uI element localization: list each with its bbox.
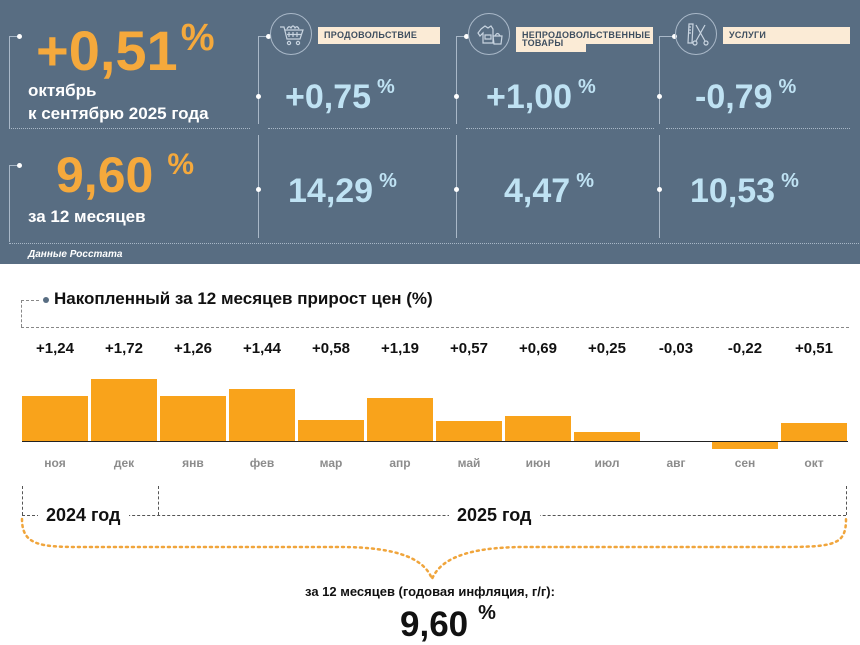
bar-mar [298, 420, 364, 441]
title-connector [21, 300, 22, 327]
category-tag-nonfood-line2: ТОВАРЫ [516, 38, 586, 52]
bar-feb [229, 389, 295, 441]
bar-jul [574, 432, 640, 441]
food-annual-value: 14,29% [288, 170, 397, 210]
bar-sep [712, 441, 778, 449]
connector-dot [256, 94, 261, 99]
bar-value-label: +1,72 [105, 340, 143, 357]
connector-dot [657, 94, 662, 99]
annual-inflation-value: 9,60% [56, 147, 195, 203]
divider [466, 128, 654, 129]
connector-line [9, 165, 19, 166]
monthly-inflation-label: октябрь к сентябрю 2025 года [28, 81, 209, 123]
nonfood-monthly-value: +1,00% [486, 76, 596, 116]
curly-brace [20, 517, 848, 583]
column-line [258, 36, 259, 124]
month-label: июн [525, 456, 551, 470]
bar-value-label: +1,26 [174, 340, 212, 357]
column-line [456, 135, 457, 238]
connector-dot [464, 34, 469, 39]
connector-line [258, 36, 268, 37]
connector-dot [17, 34, 22, 39]
services-monthly-value: -0,79% [695, 76, 797, 116]
nonfood-annual-value: 4,47% [504, 170, 594, 210]
month-label: мар [319, 456, 343, 470]
month-label: сен [734, 456, 756, 470]
shopping-cart-icon [270, 13, 312, 55]
divider [666, 128, 850, 129]
title-connector [21, 300, 39, 301]
month-label: окт [804, 456, 824, 470]
connector-dot [657, 187, 662, 192]
bar-jun [505, 416, 571, 441]
divider [9, 243, 859, 244]
annual-summary-label: за 12 месяцев (годовая инфляция, г/г): [305, 584, 555, 599]
connector-dot [256, 187, 261, 192]
annual-inflation-label: за 12 месяцев [28, 207, 146, 226]
data-source: Данные Росстата [28, 249, 123, 260]
year-2024-label: 2024 год [38, 505, 129, 526]
services-annual-value: 10,53% [690, 170, 799, 210]
month-label: ноя [44, 456, 66, 470]
category-tag-food: ПРОДОВОЛЬСТВИЕ [318, 27, 440, 44]
clothes-bag-icon [468, 13, 510, 55]
connector-dot [672, 34, 677, 39]
month-label: апр [389, 456, 411, 470]
bar-value-label: +0,57 [450, 340, 488, 357]
year-2025-label: 2025 год [449, 505, 540, 526]
bar-value-label: +1,24 [36, 340, 74, 357]
monthly-inflation-value: +0,51% [36, 17, 215, 82]
category-tag-services: УСЛУГИ [723, 27, 850, 44]
month-label: янв [182, 456, 204, 470]
column-line [456, 36, 457, 124]
month-label: авг [666, 456, 686, 470]
connector-line [659, 36, 673, 37]
bar-oct [781, 423, 847, 441]
bar-value-label: -0,03 [658, 340, 694, 357]
connector-dot [17, 163, 22, 168]
year-bracket-line [22, 486, 23, 515]
month-label: фев [249, 456, 275, 470]
bar-value-label: +1,19 [381, 340, 419, 357]
title-dot [43, 297, 49, 303]
connector-dot [266, 34, 271, 39]
month-label: июл [594, 456, 620, 470]
connector-line [9, 36, 19, 37]
bar-value-label: +0,51 [795, 340, 833, 357]
bar-value-label: +0,58 [312, 340, 350, 357]
year-bracket-line [158, 486, 159, 515]
bar-dec [91, 379, 157, 441]
bar-may [436, 421, 502, 441]
column-line [258, 135, 259, 238]
bar-value-label: +0,69 [519, 340, 557, 357]
bar-apr [367, 398, 433, 441]
chart-title: Накопленный за 12 месяцев прирост цен (%… [54, 289, 433, 308]
food-monthly-value: +0,75% [285, 76, 395, 116]
divider [268, 128, 450, 129]
bar-nov [22, 396, 88, 441]
divider [9, 128, 250, 129]
month-label: дек [113, 456, 135, 470]
connector-dot [454, 187, 459, 192]
year-bracket-line [22, 515, 846, 516]
bar-value-label: +0,25 [588, 340, 626, 357]
annual-summary-value: 9,60% [400, 602, 496, 644]
chart-baseline [22, 441, 848, 442]
column-line [659, 36, 660, 124]
connector-line [9, 165, 10, 242]
bar-jan [160, 396, 226, 441]
bar-value-label: +1,44 [243, 340, 281, 357]
bar-value-label: -0,22 [727, 340, 763, 357]
title-underline [21, 327, 849, 328]
column-line [659, 135, 660, 238]
summary-panel: +0,51% октябрь к сентябрю 2025 года 9,60… [0, 0, 860, 264]
connector-dot [454, 94, 459, 99]
connector-line [9, 36, 10, 128]
month-label: май [457, 456, 481, 470]
year-bracket-line [846, 486, 847, 515]
connector-line [456, 36, 466, 37]
comb-scissors-icon [675, 13, 717, 55]
